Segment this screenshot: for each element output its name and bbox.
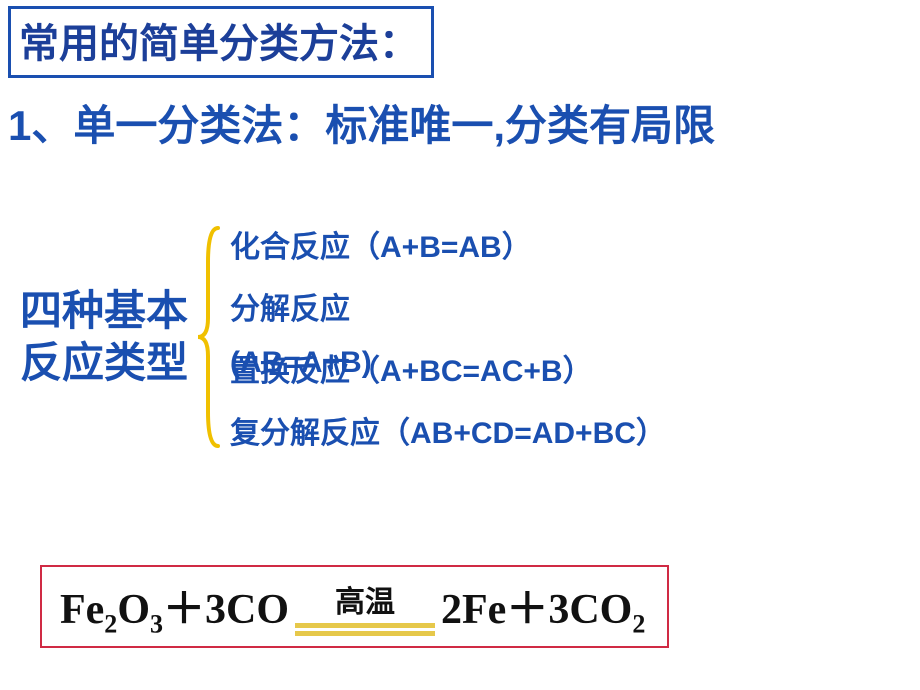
equation-condition: 高温: [335, 577, 395, 621]
reaction-item: 置换反应（A+BC=AC+B） (AB=A+B): [230, 346, 666, 390]
equation-right: 2Fe＋3CO2: [441, 575, 645, 636]
heading-line: 1、单一分类法：标准唯一,分类有局限: [8, 92, 715, 153]
equation-box: Fe2O3＋3CO 高温 2Fe＋3CO2: [40, 565, 669, 648]
reaction-overlay: (AB=A+B): [230, 346, 372, 380]
reaction-list: 化合反应（A+B=AB） 分解反应 置换反应（A+BC=AC+B） (AB=A+…: [230, 222, 666, 452]
equals-line: [295, 623, 435, 636]
reaction-label: 复分解反应（AB+CD=AD+BC）: [230, 417, 666, 450]
equation-arrow: 高温: [295, 577, 435, 636]
title-box: 常用的简单分类方法：: [8, 6, 434, 78]
brace-icon: [194, 222, 224, 452]
left-label-line1: 四种基本: [20, 285, 188, 338]
reaction-label: 分解反应: [230, 293, 350, 326]
reaction-item: 复分解反应（AB+CD=AD+BC）: [230, 408, 666, 452]
equation-left: Fe2O3＋3CO: [60, 575, 289, 636]
title-text: 常用的简单分类方法：: [19, 22, 419, 66]
heading-text: 1、单一分类法：标准唯一,分类有局限: [8, 102, 715, 149]
reaction-item: 分解反应: [230, 284, 666, 328]
reaction-types-label: 四种基本 反应类型: [20, 285, 188, 390]
reaction-label: 化合反应（A+B=AB）: [230, 231, 532, 264]
left-label-line2: 反应类型: [20, 337, 188, 390]
reaction-item: 化合反应（A+B=AB）: [230, 222, 666, 266]
classification-section: 四种基本 反应类型 化合反应（A+B=AB） 分解反应 置换反应（A+BC=AC…: [20, 222, 666, 452]
